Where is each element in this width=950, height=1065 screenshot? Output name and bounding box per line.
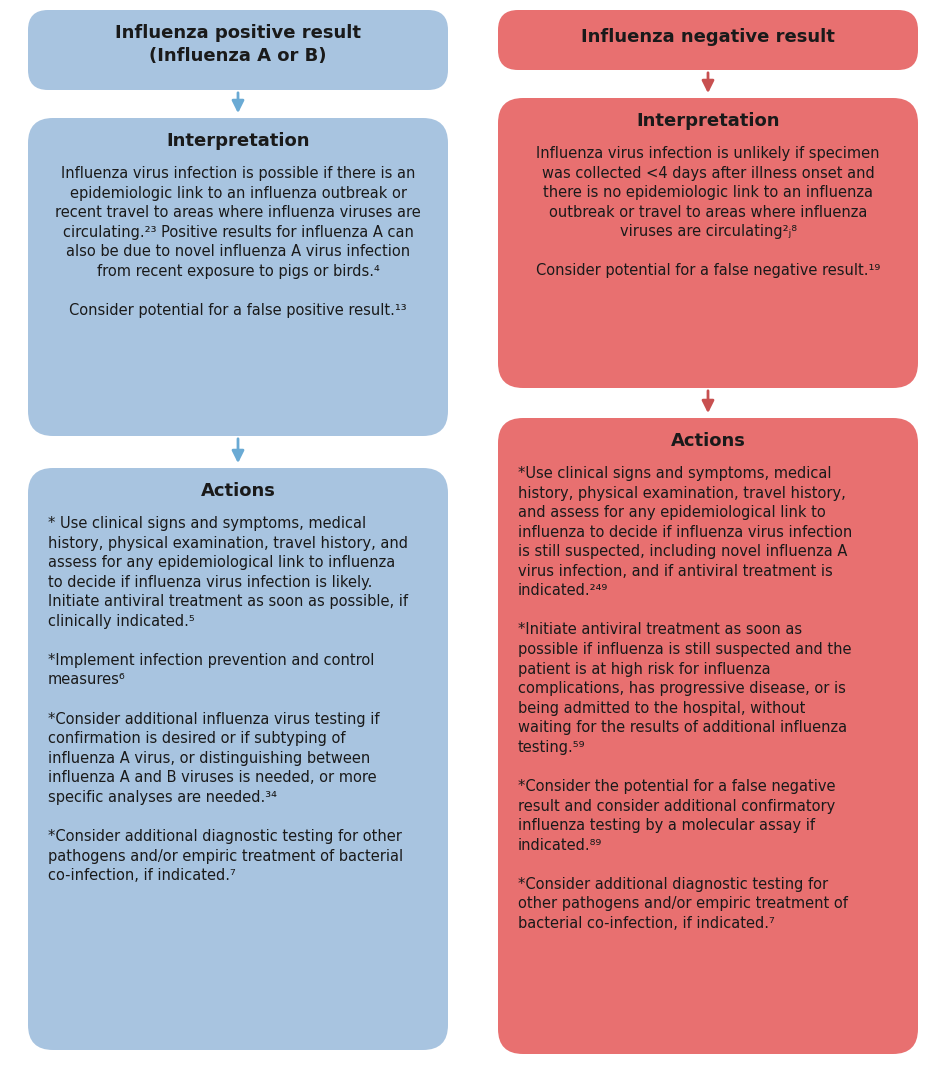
Text: Influenza virus infection is unlikely if specimen
was collected <4 days after il: Influenza virus infection is unlikely if… [536, 146, 880, 278]
Text: Interpretation: Interpretation [636, 112, 780, 130]
FancyBboxPatch shape [28, 118, 448, 436]
Text: Actions: Actions [671, 432, 746, 450]
FancyBboxPatch shape [498, 98, 918, 388]
Text: * Use clinical signs and symptoms, medical
history, physical examination, travel: * Use clinical signs and symptoms, medic… [48, 517, 408, 883]
Text: Influenza negative result: Influenza negative result [581, 28, 835, 46]
Text: Influenza positive result
(Influenza A or B): Influenza positive result (Influenza A o… [115, 24, 361, 65]
Text: *Use clinical signs and symptoms, medical
history, physical examination, travel : *Use clinical signs and symptoms, medica… [518, 466, 852, 931]
FancyBboxPatch shape [28, 10, 448, 91]
Text: Actions: Actions [200, 482, 276, 499]
Text: Interpretation: Interpretation [166, 132, 310, 150]
FancyBboxPatch shape [28, 468, 448, 1050]
Text: Influenza virus infection is possible if there is an
epidemiologic link to an in: Influenza virus infection is possible if… [55, 166, 421, 318]
FancyBboxPatch shape [498, 10, 918, 70]
FancyBboxPatch shape [498, 417, 918, 1054]
